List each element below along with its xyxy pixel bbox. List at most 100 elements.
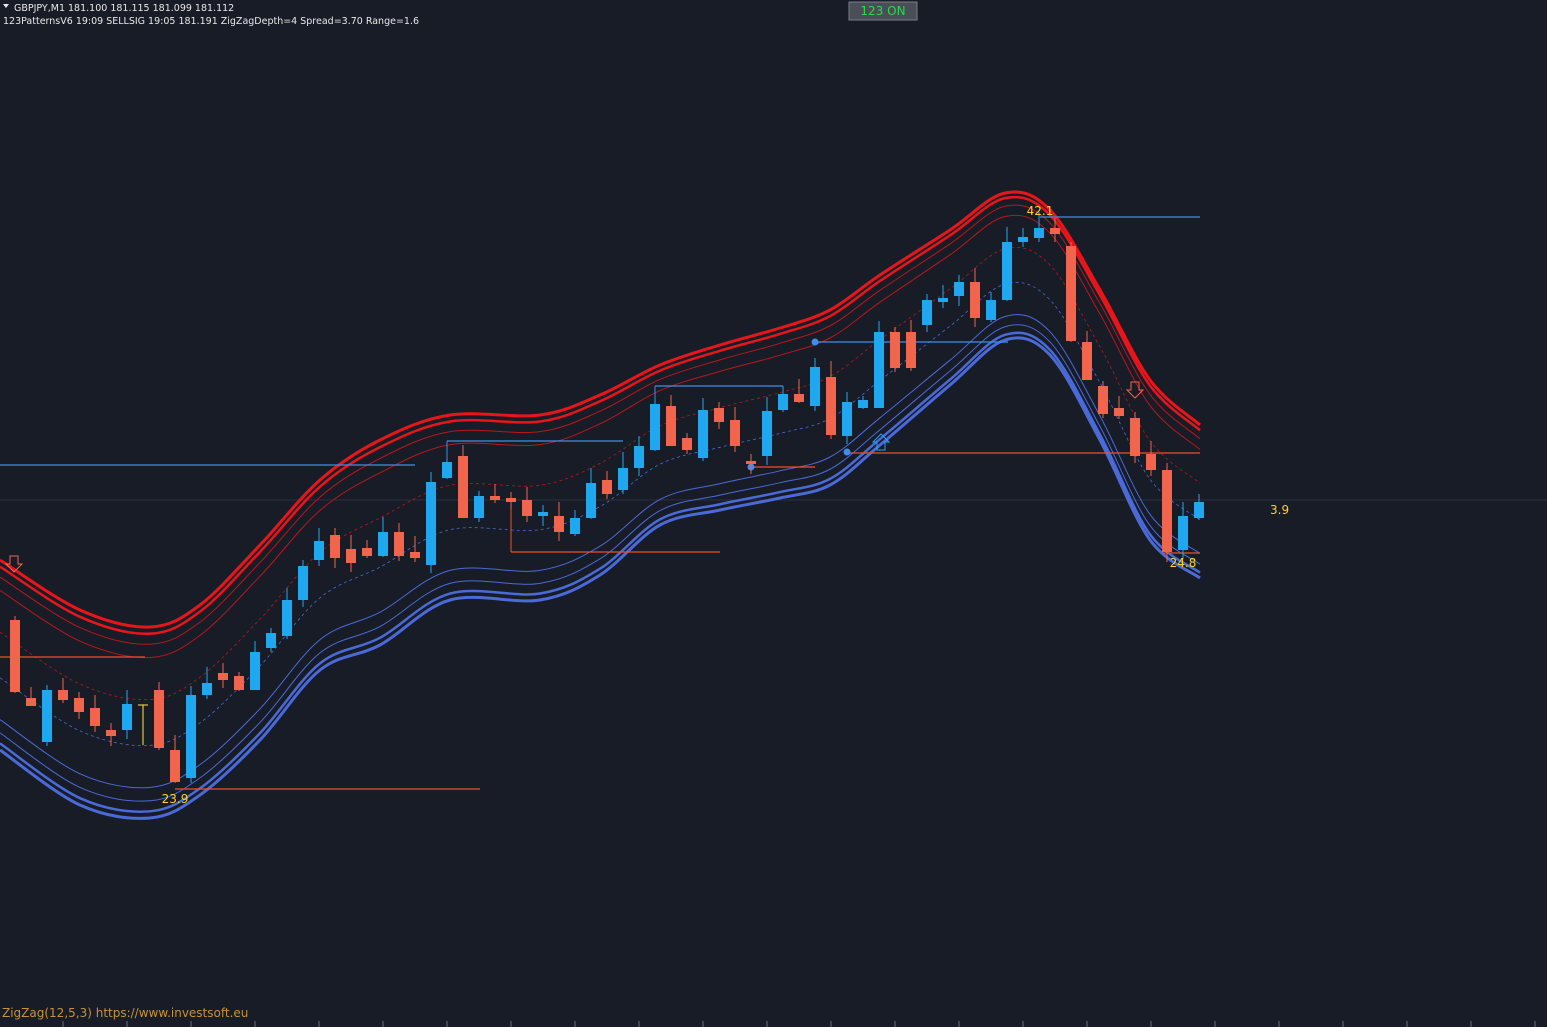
symbol-line: GBPJPY,M1 181.100 181.115 181.099 181.11… xyxy=(14,3,234,14)
pivot-dot xyxy=(843,448,851,456)
band-line xyxy=(0,324,1201,802)
candle-body xyxy=(1034,228,1044,238)
candle-body xyxy=(1114,408,1124,416)
candle-body xyxy=(234,676,244,690)
time-axis xyxy=(62,1021,1536,1027)
bands xyxy=(0,190,1202,820)
candle-body xyxy=(554,516,564,532)
candle-body xyxy=(442,462,452,478)
candle-body xyxy=(506,498,516,502)
status-button-label[interactable]: 123 ON xyxy=(860,4,905,18)
candle-body xyxy=(938,298,948,302)
candle-body xyxy=(650,404,660,450)
candle-body xyxy=(538,512,548,516)
dropdown-icon[interactable] xyxy=(3,4,9,8)
candle-body xyxy=(26,698,36,706)
candle-body xyxy=(58,690,68,700)
candle-body xyxy=(154,690,164,748)
band-line xyxy=(0,331,1201,813)
footer-label: ZigZag(12,5,3) https://www.investsoft.eu xyxy=(2,1006,248,1020)
candle-body xyxy=(250,652,260,690)
candle-body xyxy=(730,420,740,446)
candle-body xyxy=(74,698,84,712)
band-line xyxy=(0,314,1201,789)
candle-body xyxy=(1082,342,1092,380)
candle-body xyxy=(842,402,852,436)
candle-body xyxy=(170,750,180,782)
candle-body xyxy=(714,408,724,422)
zigzag-label: 24.8 xyxy=(1170,556,1197,570)
candle-body xyxy=(394,532,404,556)
candle-body xyxy=(474,496,484,518)
candle-body xyxy=(906,332,916,368)
candle-body xyxy=(1194,502,1204,518)
candle-body xyxy=(490,496,500,500)
candle-body xyxy=(346,549,356,563)
candle-body xyxy=(378,532,388,556)
band-line xyxy=(0,190,1202,629)
candle-body xyxy=(1050,228,1060,234)
candle-body xyxy=(1098,386,1108,414)
candle-body xyxy=(890,332,900,368)
candle-body xyxy=(186,695,196,778)
candle-body xyxy=(874,332,884,408)
candle-body xyxy=(1066,246,1076,341)
candle-body xyxy=(106,730,116,736)
candle-body xyxy=(426,482,436,565)
zigzag-label: 23.9 xyxy=(162,792,189,806)
sell-arrow xyxy=(4,555,24,573)
candle-body xyxy=(602,480,612,494)
candle-body xyxy=(858,400,868,408)
candle-body xyxy=(202,683,212,695)
candle-body xyxy=(314,541,324,560)
candle-body xyxy=(330,535,340,558)
band-line xyxy=(0,195,1201,635)
candle-body xyxy=(810,367,820,406)
indicator-line: 123PatternsV6 19:09 SELLSIG 19:05 181.19… xyxy=(3,16,419,27)
candle-body xyxy=(458,456,468,518)
candle-body xyxy=(746,461,756,464)
candle-body xyxy=(922,300,932,325)
candle-body xyxy=(122,704,132,730)
candle-body xyxy=(586,483,596,518)
candle-body xyxy=(1018,237,1028,242)
candle-body xyxy=(762,411,772,456)
candle-body xyxy=(986,300,996,320)
band-line xyxy=(0,336,1201,820)
candle-body xyxy=(618,468,628,490)
candle-body xyxy=(1146,454,1156,470)
candle-body xyxy=(666,406,676,446)
sell-arrow xyxy=(1125,381,1145,399)
candle-body xyxy=(634,446,644,468)
candle-body xyxy=(954,282,964,296)
candle-body xyxy=(522,500,532,516)
candle-body xyxy=(90,708,100,726)
candle-body xyxy=(266,633,276,648)
pivot-dot xyxy=(811,338,819,346)
status-button[interactable] xyxy=(848,1,918,21)
candle-body xyxy=(1162,470,1172,552)
candle-body xyxy=(42,690,52,742)
candle-body xyxy=(682,438,692,450)
candle-body xyxy=(826,377,836,435)
candle-body xyxy=(1130,418,1140,456)
candle-body xyxy=(298,566,308,600)
candle-body xyxy=(10,620,20,692)
candle-body xyxy=(362,548,372,556)
candles xyxy=(10,212,1204,783)
candle-body xyxy=(1178,516,1188,550)
candle-body xyxy=(410,552,420,558)
candle-body xyxy=(1002,242,1012,300)
candle-body xyxy=(778,394,788,410)
side-label: 3.9 xyxy=(1270,503,1289,517)
band-line xyxy=(0,214,1201,659)
candle-body xyxy=(570,518,580,534)
candle-body xyxy=(218,673,228,680)
zigzag-label: 42.1 xyxy=(1027,204,1054,218)
candle-body xyxy=(970,282,980,318)
buy-arrow xyxy=(871,433,891,451)
band-line xyxy=(0,204,1201,645)
candle-body xyxy=(794,394,804,402)
